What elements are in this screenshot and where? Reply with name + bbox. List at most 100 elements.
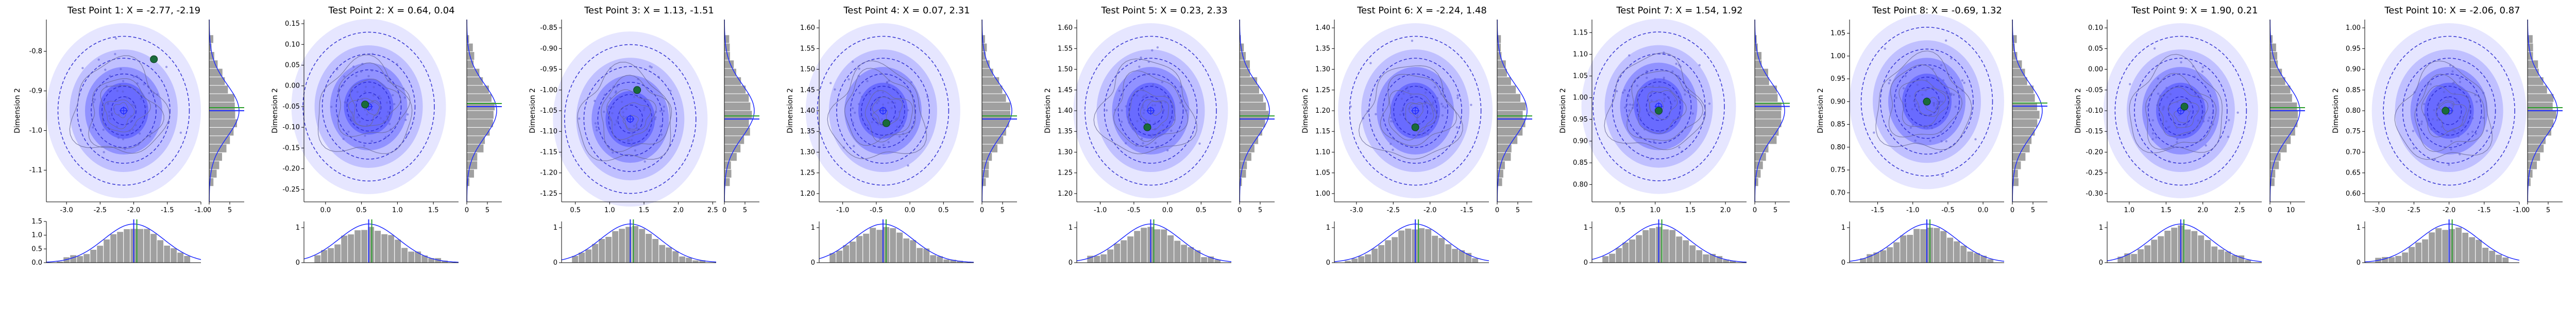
contour-line	[346, 81, 391, 132]
data-point	[1628, 95, 1630, 97]
data-point	[594, 99, 596, 102]
contour-line	[1612, 53, 1706, 160]
data-point	[379, 97, 382, 100]
x-tick-label: 2.5	[2234, 207, 2245, 214]
data-point	[866, 80, 869, 82]
histogram-bar	[724, 135, 744, 145]
bottom-hist-tick-label: 0	[1326, 259, 1330, 267]
contour-line	[302, 31, 435, 182]
data-point	[1173, 118, 1176, 121]
kde-contour	[865, 90, 913, 143]
data-point	[152, 92, 155, 95]
panel-3: Test Point 3: X = 1.13, -1.51 0.5 1.0 1.5 2.…	[529, 5, 759, 267]
data-point	[1915, 102, 1918, 105]
data-point	[1399, 113, 1402, 116]
data-point	[2452, 65, 2454, 68]
data-point	[2172, 146, 2175, 148]
histogram-bar	[387, 234, 395, 263]
data-point	[1142, 104, 1144, 107]
data-point	[1420, 133, 1423, 136]
histogram-bar	[1675, 236, 1683, 263]
density-curve	[819, 224, 974, 263]
histogram-bar	[665, 247, 672, 263]
data-point	[1158, 101, 1161, 104]
histogram-bar	[2475, 239, 2482, 263]
data-point	[899, 119, 902, 122]
data-point	[135, 75, 138, 78]
bottom-hist-tick-label: 0	[2099, 259, 2103, 267]
y-tick-label: 1.00	[2346, 24, 2361, 32]
kde-contour	[872, 96, 903, 127]
histogram-bar	[2269, 110, 2298, 119]
histogram-bar	[1497, 77, 1512, 85]
y-tick-label: 0.00	[2088, 66, 2103, 74]
data-point	[1933, 102, 1936, 105]
contour-line	[617, 105, 643, 134]
data-point	[2202, 120, 2205, 123]
panel-1: Test Point 1: X = -2.77, -2.19 -3.0 -2.5 -2…	[13, 5, 244, 267]
histogram-bar	[466, 161, 478, 170]
panel-4: Test Point 4: X = 0.07, 2.31 -1.0 -0.5 0.0 0…	[786, 5, 1017, 267]
data-point	[2168, 126, 2171, 128]
histogram-bar	[2197, 235, 2205, 263]
data-point	[2165, 87, 2168, 89]
right-hist-tick-label: 0	[1753, 207, 1757, 214]
x-tick-label: 0.5	[1615, 207, 1625, 214]
data-point	[361, 63, 364, 65]
right-hist-tick-label: 0	[2268, 207, 2272, 214]
data-point	[1945, 140, 1947, 143]
histogram-bar	[876, 229, 883, 263]
bottom-marginal-histogram: 01	[1841, 219, 2005, 267]
histogram-bar	[2495, 254, 2502, 263]
histogram-bar	[1425, 229, 1432, 263]
data-point	[1663, 78, 1665, 81]
histogram-bar	[2421, 239, 2429, 263]
data-point	[1392, 121, 1395, 123]
histogram-bar	[1873, 252, 1880, 263]
data-point	[2194, 93, 2197, 96]
data-point	[2157, 92, 2160, 95]
data-point	[1678, 64, 1681, 66]
data-point	[2433, 109, 2435, 112]
data-point	[1114, 109, 1116, 111]
data-point	[1409, 94, 1412, 96]
data-point	[1935, 107, 1937, 110]
histogram-bar	[1754, 144, 1769, 153]
data-point	[637, 78, 639, 80]
data-point	[1631, 104, 1634, 106]
data-point	[355, 75, 358, 77]
data-point	[620, 100, 623, 103]
data-point	[615, 90, 617, 93]
kde-contour	[1875, 50, 1972, 150]
data-point	[388, 123, 391, 125]
data-point	[1121, 109, 1123, 112]
y-tick-label: 1.15	[1315, 128, 1330, 135]
data-point	[880, 118, 884, 121]
data-point	[659, 125, 662, 128]
data-point	[1171, 116, 1174, 119]
histogram-bar	[1358, 255, 1365, 263]
data-point	[81, 67, 84, 70]
histogram-bar	[1140, 227, 1147, 263]
data-point	[1145, 119, 1147, 122]
scatter-points	[1105, 46, 1201, 152]
data-point	[1653, 140, 1655, 143]
data-point	[2420, 120, 2423, 123]
data-point	[1663, 100, 1666, 102]
kde-contour	[2157, 87, 2209, 137]
data-point	[342, 138, 345, 140]
data-point	[1140, 56, 1142, 59]
x-tick-label: 2.0	[2197, 207, 2208, 214]
data-point	[853, 145, 855, 147]
data-point	[1669, 90, 1672, 93]
x-tick-label: -3.0	[2372, 207, 2385, 214]
density-curve	[981, 19, 1012, 202]
histogram-bar	[598, 238, 605, 263]
data-point	[2459, 81, 2462, 83]
data-point	[1161, 81, 1164, 83]
data-point	[114, 37, 117, 40]
data-point	[1679, 114, 1682, 117]
x-tick-label: 0.0	[1162, 207, 1173, 214]
data-point	[1916, 83, 1919, 86]
